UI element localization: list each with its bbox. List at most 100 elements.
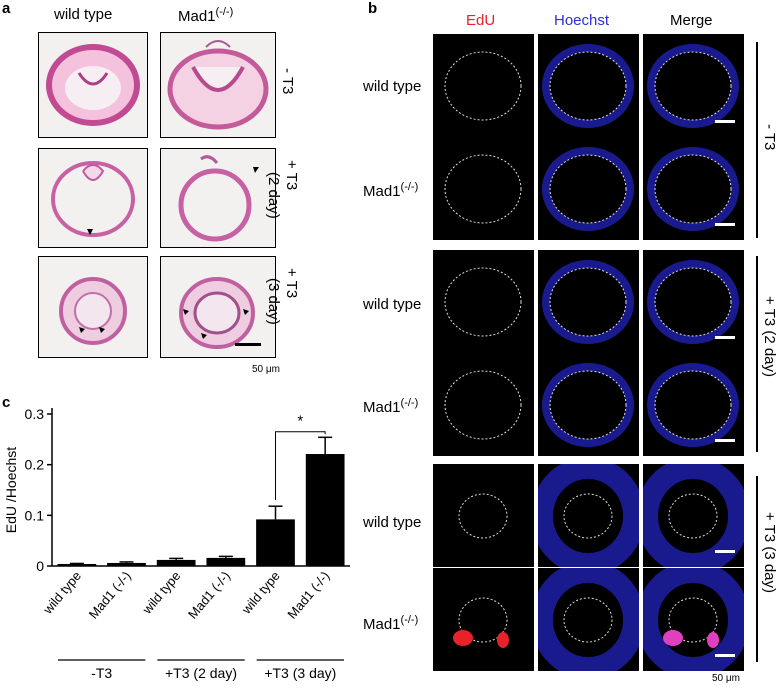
- fluorescence-image: [444, 370, 522, 440]
- fluorescence-image: [444, 154, 522, 224]
- fluorescence-image: [643, 464, 744, 567]
- group-bracket-3: [756, 476, 758, 662]
- row-label-subtext: (2 day): [265, 172, 282, 219]
- significance-label: *: [297, 413, 303, 430]
- x-tick-label: wild type: [39, 568, 84, 617]
- fluor-panel-r1-hoechst: [538, 34, 639, 137]
- fluorescence-image: [444, 51, 522, 121]
- fluorescence-image: [647, 260, 739, 344]
- panel-a-row-label-2: + T3: [283, 160, 300, 190]
- fluor-panel-r5-hoechst: [538, 464, 639, 567]
- fluor-panel-r2-merge: [643, 137, 744, 240]
- bar: [57, 563, 97, 566]
- y-tick-label: 0.3: [25, 406, 45, 422]
- bar: [156, 559, 196, 566]
- scale-bar: [715, 336, 735, 339]
- panel-b-header-hoechst: Hoechst: [554, 12, 610, 29]
- panel-b-header-edu: EdU: [466, 12, 496, 29]
- fluor-panel-r3-edu: [433, 250, 534, 353]
- row-label-sup: (-/-): [400, 181, 419, 193]
- scale-bar: [715, 654, 735, 657]
- row-label-sup: (-/-): [400, 397, 419, 409]
- arrowhead-icon: [87, 229, 93, 235]
- scale-bar: [715, 120, 735, 123]
- x-tick-label: Mad1 (-/-): [185, 568, 233, 621]
- panel-a-header-mad1-sup: (-/-): [215, 6, 234, 18]
- fluorescence-image: [458, 493, 508, 539]
- arrowhead-icon: [79, 327, 85, 333]
- panel-a-row-label-2b: (2 day): [265, 172, 282, 219]
- row-label-text: - T3: [279, 68, 296, 95]
- panel-a-scale-label: 50 μm: [252, 364, 280, 375]
- y-tick-label: 0.1: [25, 507, 45, 523]
- fluorescence-image: [542, 260, 634, 344]
- tissue-section-image: [51, 161, 135, 237]
- fluor-panel-r3-hoechst: [538, 250, 639, 353]
- scale-bar: [715, 439, 735, 442]
- significance-bracket: [275, 431, 326, 501]
- fluorescence-image: [453, 597, 509, 648]
- panel-a-row-label-3b: (3 day): [265, 278, 282, 325]
- tissue-section-image: [179, 277, 255, 349]
- fluorescence-image: [643, 568, 744, 671]
- tissue-section-image: [178, 155, 259, 242]
- scale-bar: [715, 223, 735, 226]
- panel-a-header-mad1-text: Mad1: [178, 8, 216, 25]
- group-label: +T3 (2 day): [165, 665, 237, 681]
- fluor-panel-r1-merge: [643, 34, 744, 137]
- fluor-panel-r3-merge: [643, 250, 744, 353]
- he-panel-wt-t3-3day: [38, 256, 148, 358]
- panel-b-row-label-5: wild type: [363, 514, 422, 531]
- group-label: +T3 (3 day): [264, 665, 336, 681]
- panel-c-label: c: [2, 394, 11, 411]
- row-label-text: Mad1: [363, 399, 401, 416]
- fluorescence-image: [647, 44, 739, 128]
- arrowhead-icon: [183, 309, 189, 315]
- fluorescence-image: [538, 464, 639, 567]
- fluor-panel-r5-edu: [433, 464, 534, 567]
- he-panel-mad1-t3-3day: [160, 256, 276, 358]
- row-label-sup: (-/-): [400, 614, 419, 626]
- x-tick-label: wild type: [238, 568, 283, 617]
- row-label-text: + T3: [283, 160, 300, 191]
- fluor-panel-r5-merge: [643, 464, 744, 567]
- row-label-subtext: (3 day): [265, 278, 282, 325]
- tissue-section-image: [167, 40, 269, 130]
- bar: [305, 454, 345, 566]
- fluorescence-image: [647, 147, 739, 231]
- y-tick-label: 0: [36, 558, 44, 574]
- scale-bar: [235, 343, 261, 346]
- panel-a-header-mad1: Mad1(-/-): [178, 6, 233, 25]
- tissue-section-image: [59, 277, 127, 345]
- fluor-panel-r1-edu: [433, 34, 534, 137]
- he-panel-wt-t3-2day: [38, 148, 148, 248]
- arrowhead-icon: [99, 327, 105, 333]
- row-label-text: + T3: [283, 268, 300, 299]
- panel-b-row-label-6: Mad1(-/-): [363, 614, 418, 633]
- group-bracket-2: [756, 256, 758, 452]
- bar: [107, 562, 146, 566]
- panel-b-label: b: [368, 0, 378, 17]
- he-panel-mad1-minus-t3: [160, 32, 276, 138]
- fluor-panel-r6-merge: [643, 568, 744, 671]
- fluor-panel-r4-hoechst: [538, 353, 639, 456]
- fluorescence-image: [647, 363, 739, 447]
- x-tick-label: Mad1 (-/-): [86, 568, 134, 621]
- arrowhead-icon: [243, 309, 249, 315]
- arrowhead-icon: [201, 333, 207, 339]
- fluor-panel-r6-hoechst: [538, 568, 639, 671]
- scale-bar: [715, 550, 735, 553]
- panel-b-group-label-2: + T3 (2 day): [761, 296, 778, 378]
- x-tick-label: Mad1 (-/-): [284, 568, 332, 621]
- panel-b-row-label-4: Mad1(-/-): [363, 397, 418, 416]
- group-label: -T3: [91, 665, 112, 681]
- panel-a-row-label-1: - T3: [279, 68, 296, 94]
- row-label-text: Mad1: [363, 183, 401, 200]
- panel-a-header-wildtype: wild type: [54, 6, 113, 23]
- panel-b-row-label-2: Mad1(-/-): [363, 181, 418, 200]
- panel-b-header-merge: Merge: [670, 12, 713, 29]
- fluor-panel-r4-merge: [643, 353, 744, 456]
- y-tick-label: 0.2: [25, 457, 45, 473]
- fluor-panel-r4-edu: [433, 353, 534, 456]
